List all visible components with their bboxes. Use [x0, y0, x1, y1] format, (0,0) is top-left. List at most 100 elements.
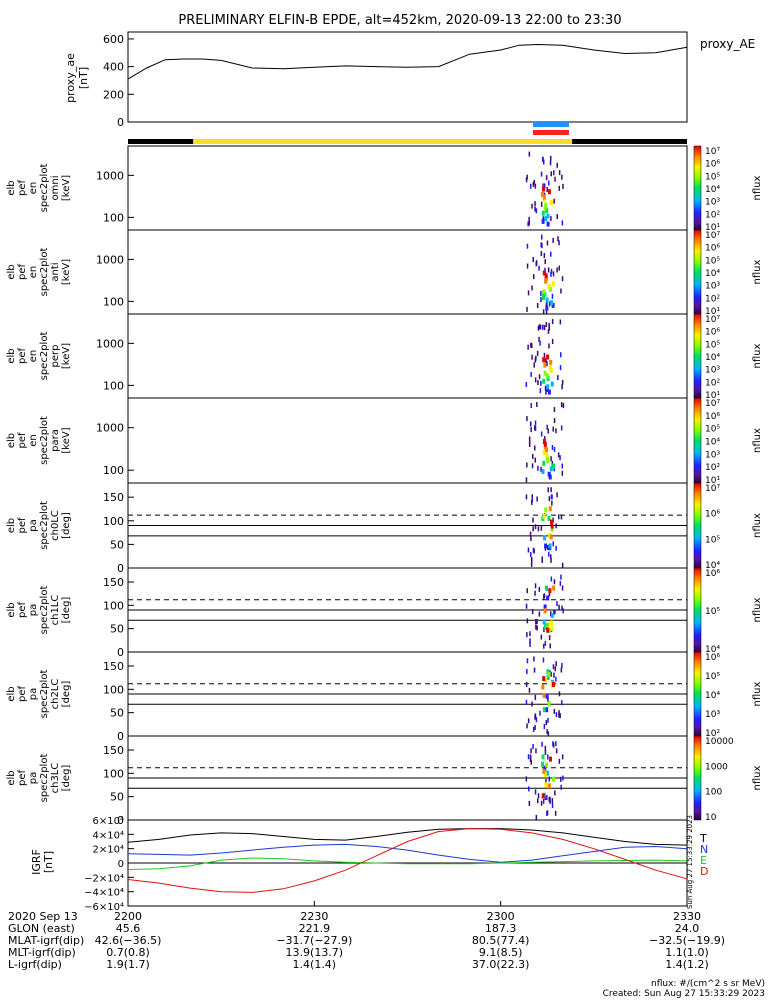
spectrogram-pixel — [546, 627, 550, 633]
time-axis-value-mlt: 13.9(13.7) — [286, 946, 344, 959]
spectrogram-pixel — [550, 576, 553, 582]
spectrogram-pixel — [536, 303, 539, 308]
colorbar-tick-label: 10² — [705, 729, 720, 739]
time-axis-value-glon: 45.6 — [116, 922, 141, 935]
spectrogram-pixel — [547, 783, 551, 789]
spectrogram-ylabel: perp — [50, 345, 61, 368]
colorbar-tick-label: 10¹ — [705, 307, 720, 317]
spectrogram-pixel — [531, 203, 533, 209]
spectrogram-pixel — [542, 357, 546, 363]
spectrogram-pixel — [560, 352, 562, 358]
proxy-ae-line — [127, 43, 688, 80]
spectrogram-pixel — [535, 619, 537, 625]
spectrogram-ylabel: pa — [28, 604, 39, 616]
spectrogram-pixel — [542, 768, 546, 774]
spectrogram-pixel — [551, 798, 554, 804]
spectrogram-ytick-label: 150 — [103, 576, 124, 589]
spectrogram-pixel — [528, 786, 530, 792]
colorbar — [693, 651, 702, 737]
spectrogram-pixel — [560, 574, 562, 580]
spectrogram-pixel — [561, 463, 563, 469]
spectrogram-pixel — [560, 514, 563, 520]
igrf-ytick-label: −4×10⁴ — [84, 888, 124, 899]
spectrogram-pixel — [549, 359, 553, 365]
spectrogram-pixel — [544, 543, 548, 549]
spectrogram-pixel — [534, 725, 536, 730]
plot-title: PRELIMINARY ELFIN-B EPDE, alt=452km, 202… — [178, 13, 621, 28]
spectrogram-pixel — [546, 811, 548, 816]
spectrogram-pixel — [557, 236, 559, 242]
spectrogram-pixel — [527, 290, 530, 296]
spectrogram-ytick-label: 50 — [110, 707, 124, 720]
spectrogram-pixel — [530, 552, 532, 558]
spectrogram-pixel — [544, 436, 546, 442]
spectrogram-pixel — [548, 551, 550, 557]
spectrogram-pixel — [536, 350, 539, 356]
spectrogram-frame — [127, 145, 688, 231]
spectrogram-pixel — [553, 446, 556, 452]
spectrogram-pixel — [547, 515, 551, 521]
spectrogram-pixel — [561, 379, 564, 385]
spectrogram-pixel — [542, 186, 545, 192]
colorbar-tick-label: 100 — [705, 788, 722, 798]
spectrogram-pixel — [550, 620, 554, 626]
spectrogram-pixel — [545, 762, 549, 768]
science-zone-bar-blue — [532, 122, 569, 127]
colorbar-tick-label: 10⁷ — [705, 231, 720, 241]
time-axis-value-mlat: −31.7(−27.9) — [276, 934, 352, 947]
colorbar-tick-label: 10⁵ — [705, 256, 720, 266]
spectrogram-pixel — [545, 297, 549, 303]
spectrogram-pixel — [525, 776, 528, 782]
spectrogram-ylabel: pef — [17, 432, 28, 449]
spectrogram-pixel — [544, 216, 548, 222]
spectrogram-pixel — [546, 622, 550, 628]
time-axis-value-mlt: 0.7(0.8) — [106, 946, 150, 959]
spectrogram-pixel — [551, 445, 554, 450]
colorbar-tick-label: 10⁴ — [705, 438, 720, 448]
spectrogram-ylabel: omni — [50, 176, 61, 201]
spectrogram-pixel — [544, 202, 548, 208]
spectrogram-pixel — [542, 798, 545, 804]
spectrogram-ylabel: elb — [6, 180, 17, 195]
spectrogram-pixel — [534, 183, 537, 189]
spectrogram-pixel — [528, 151, 531, 157]
spectrogram-pixel — [543, 765, 547, 771]
science-zone-bar-red — [532, 130, 569, 135]
spectrogram-pixel — [550, 171, 552, 177]
spectrogram-pixel — [556, 267, 558, 273]
spectrogram-pixel — [543, 159, 545, 165]
time-axis-value-time: 2330 — [673, 910, 701, 923]
spectrogram-pixel — [530, 183, 532, 189]
spectrogram-pixel — [543, 624, 547, 630]
spectrogram-pixel — [530, 342, 532, 348]
spectrogram-pixel — [546, 669, 550, 675]
spectrogram-pixel — [531, 354, 533, 360]
spectrogram-pixel — [542, 693, 546, 698]
colorbar-unit-label: nflux — [752, 597, 763, 622]
colorbar-tick-label: 10² — [705, 378, 720, 388]
spectrogram-ytick-label: 100 — [103, 767, 124, 780]
spectrogram-pixel — [534, 445, 536, 451]
spectrogram-pixel — [548, 180, 550, 186]
proxy-ae-ytick-label: 200 — [103, 88, 124, 101]
colorbar-tick-label: 10² — [705, 294, 720, 304]
spectrogram-pixel — [526, 243, 529, 249]
spectrogram-ylabel: spec2plot — [39, 586, 50, 635]
spectrogram-ylabel: anti — [50, 262, 61, 281]
spectrogram-pixel — [545, 309, 548, 315]
spectrogram-ylabel: ch0LC — [50, 510, 61, 541]
spectrogram-pixel — [552, 426, 554, 432]
spectrogram-pixel — [553, 579, 556, 585]
spectrogram-pixel — [534, 590, 536, 596]
spectrogram-pixel — [547, 717, 549, 723]
spectrogram-pixel — [552, 463, 556, 469]
spectrogram-pixel — [551, 803, 554, 808]
colorbar-tick-label: 10⁵ — [705, 425, 720, 435]
time-axis-value-time: 2200 — [114, 910, 142, 923]
spectrogram-pixel — [547, 671, 551, 677]
spectrogram-pixel — [561, 562, 564, 568]
spectrogram-pixel — [543, 352, 546, 358]
spectrogram-pixel — [532, 744, 534, 749]
spectrogram-pixel — [549, 200, 553, 205]
spectrogram-ytick-label: 0 — [117, 814, 124, 827]
